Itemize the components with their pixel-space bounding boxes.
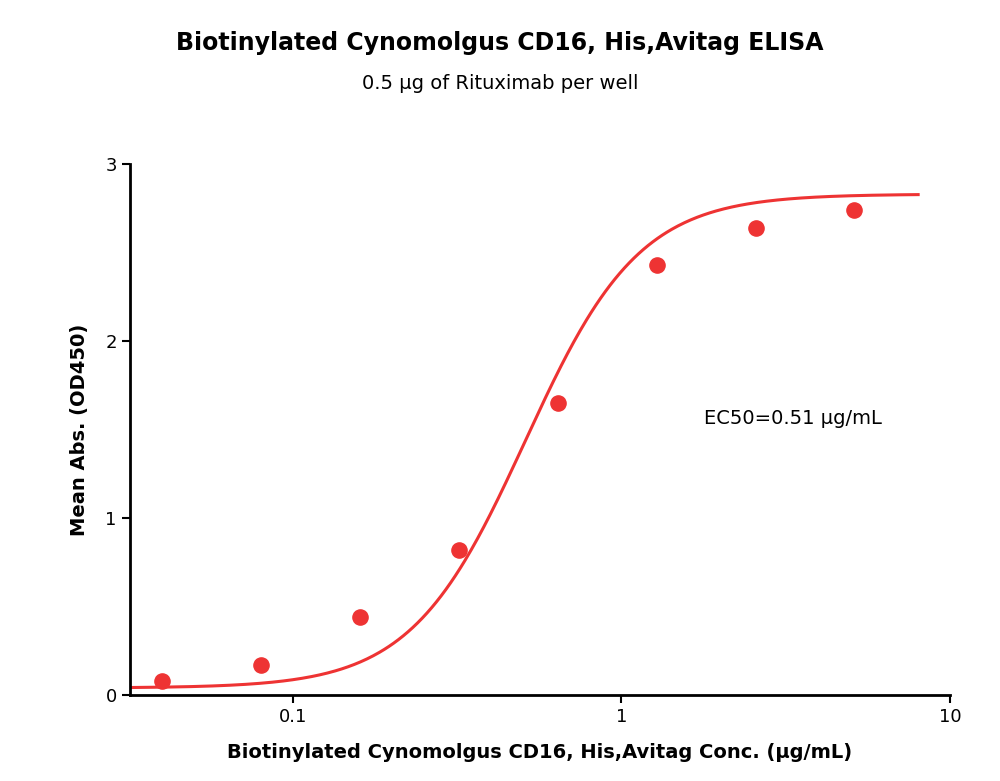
Y-axis label: Mean Abs. (OD450): Mean Abs. (OD450) — [70, 323, 89, 536]
Point — [846, 204, 862, 216]
Point — [154, 675, 170, 687]
Text: 0.5 μg of Rituximab per well: 0.5 μg of Rituximab per well — [362, 74, 638, 93]
Point — [649, 259, 665, 271]
Point — [253, 658, 269, 671]
X-axis label: Biotinylated Cynomolgus CD16, His,Avitag Conc. (μg/mL): Biotinylated Cynomolgus CD16, His,Avitag… — [227, 743, 853, 762]
Point — [451, 544, 467, 556]
Point — [550, 397, 566, 409]
Text: Biotinylated Cynomolgus CD16, His,Avitag ELISA: Biotinylated Cynomolgus CD16, His,Avitag… — [176, 31, 824, 55]
Text: EC50=0.51 μg/mL: EC50=0.51 μg/mL — [704, 409, 882, 429]
Point — [352, 611, 368, 623]
Point — [748, 222, 764, 234]
